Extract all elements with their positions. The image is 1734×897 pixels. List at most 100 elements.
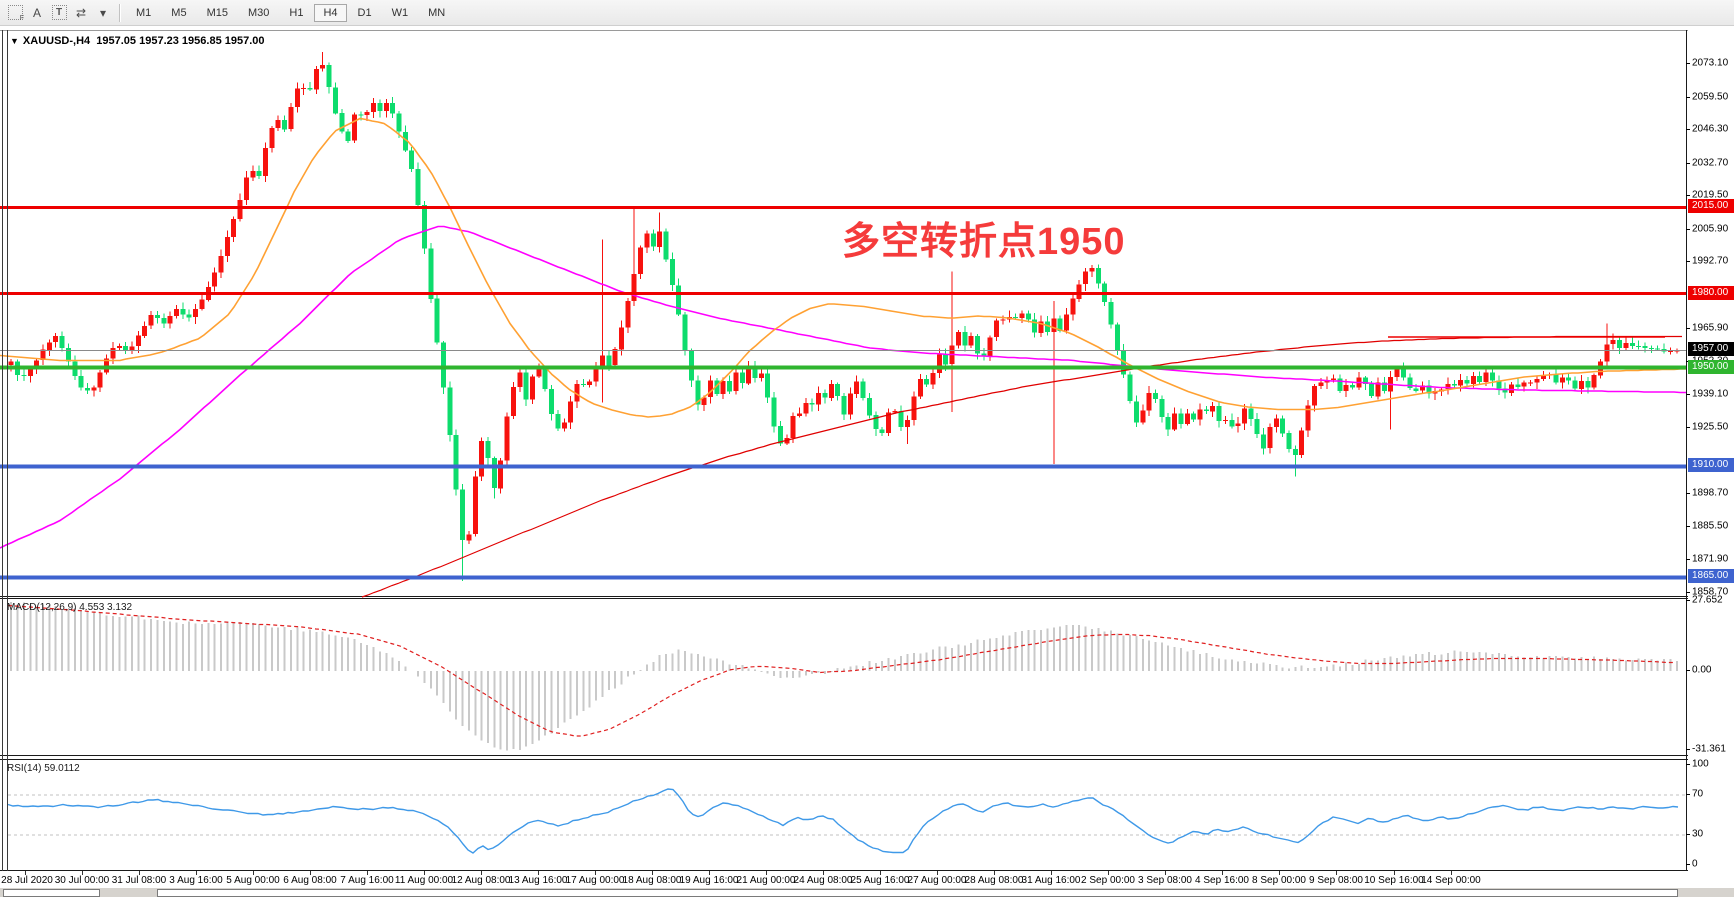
- axis-tick-mark: [1686, 427, 1690, 429]
- time-axis-label: 4 Sep 16:00: [1195, 875, 1249, 886]
- axis-tick-mark: [1686, 559, 1690, 561]
- time-tick-mark: [595, 871, 596, 875]
- time-tick-mark: [1222, 871, 1223, 875]
- axis-tick-mark: [1686, 162, 1690, 164]
- rsi-line: [7, 788, 1679, 854]
- ma-orange: [0, 117, 1686, 418]
- chevron-down-icon[interactable]: ▼: [10, 36, 19, 46]
- price-level-badge: 1957.00: [1688, 342, 1734, 357]
- time-tick-mark: [367, 871, 368, 875]
- axis-tick-mark: [1686, 525, 1690, 527]
- text-label-icon[interactable]: T: [49, 3, 69, 23]
- price-tick-label: 2059.50: [1692, 91, 1729, 103]
- timeframe-button-H4[interactable]: H4: [314, 3, 347, 22]
- price-tick-label: 1885.50: [1692, 520, 1729, 532]
- chart-window: ▼ XAUUSD-,H4 1957.05 1957.23 1956.85 1957…: [0, 26, 1734, 897]
- time-axis-label: 28 Aug 08:00: [964, 875, 1024, 886]
- timeframe-button-M30[interactable]: M30: [247, 6, 270, 19]
- time-tick-mark: [424, 871, 425, 875]
- timeframe-button-M1[interactable]: M1: [136, 6, 152, 19]
- price-tick-label: 2046.30: [1692, 123, 1729, 135]
- axis-tick-mark: [1686, 393, 1690, 395]
- time-axis-label: 24 Aug 08:00: [793, 875, 853, 886]
- time-axis-label: 27 Aug 00:00: [907, 875, 967, 886]
- symbol-quote-line[interactable]: ▼ XAUUSD-,H4 1957.05 1957.23 1956.85 1957…: [10, 35, 265, 47]
- time-tick-mark: [139, 871, 140, 875]
- price-tick-label: 2005.90: [1692, 223, 1729, 235]
- time-axis-label: 3 Sep 08:00: [1138, 875, 1192, 886]
- axis-tick-mark: [1686, 864, 1690, 865]
- price-tick-label: 1965.90: [1692, 322, 1729, 333]
- time-axis-label: 21 Aug 00:00: [736, 875, 796, 886]
- arrows-tool-icon[interactable]: ⇄: [75, 5, 87, 20]
- timeframe-button-MN[interactable]: MN: [428, 6, 446, 19]
- time-axis-label: 17 Aug 00:00: [565, 875, 625, 886]
- axis-tick-mark: [1686, 749, 1690, 751]
- ma-magenta: [0, 225, 1686, 549]
- font-icon[interactable]: A: [32, 5, 41, 20]
- time-tick-mark: [880, 871, 881, 875]
- price-pane[interactable]: [0, 30, 1688, 598]
- docked-window-edge: [157, 889, 1678, 897]
- axis-tick-mark: [1686, 794, 1690, 795]
- time-axis-label: 11 Aug 00:00: [394, 875, 454, 886]
- axis-tick-mark: [1686, 327, 1690, 329]
- price-level-badge: 1865.00: [1688, 569, 1734, 584]
- price-level-badge: 1910.00: [1688, 458, 1734, 473]
- time-axis-label: 19 Aug 16:00: [679, 875, 739, 886]
- toolbar: F A T ⇄ ▾ M1 M5 M15 M30 H1 H4 D1 W1 MN: [0, 0, 1734, 26]
- time-tick-mark: [25, 871, 26, 875]
- time-axis-label: 14 Sep 00:00: [1421, 875, 1481, 886]
- timeframe-buttons: M1 M5 M15 M30 H1 H4 D1 W1 MN: [126, 0, 455, 25]
- time-axis-label: 6 Aug 08:00: [283, 875, 337, 886]
- timeframe-button-M15[interactable]: M15: [206, 6, 228, 19]
- macd-signal-line: [7, 604, 1674, 737]
- time-tick-mark: [994, 871, 995, 875]
- time-axis-label: 8 Sep 00:00: [1252, 875, 1306, 886]
- time-tick-mark: [652, 871, 653, 875]
- time-tick-mark: [253, 871, 254, 875]
- price-axis-line: [1686, 30, 1687, 871]
- rsi-pane[interactable]: [0, 759, 1688, 871]
- rsi-tick-label: 0: [1692, 858, 1698, 870]
- time-tick-mark: [310, 871, 311, 875]
- time-tick-mark: [709, 871, 710, 875]
- time-axis-label: 3 Aug 16:00: [169, 875, 223, 886]
- price-tick-label: 1898.70: [1692, 487, 1729, 499]
- timeframe-button-H1[interactable]: H1: [289, 6, 304, 19]
- timeframe-button-W1[interactable]: W1: [391, 6, 409, 19]
- time-axis-label: 5 Aug 00:00: [226, 875, 280, 886]
- time-axis-label: 25 Aug 16:00: [850, 875, 910, 886]
- price-tick-label: 1939.10: [1692, 388, 1729, 400]
- time-axis-label: 13 Aug 16:00: [508, 875, 568, 886]
- price-tick-label: 1858.70: [1692, 586, 1729, 598]
- time-axis-label: 31 Aug 16:00: [1021, 875, 1081, 886]
- time-tick-mark: [1108, 871, 1109, 875]
- price-tick-label: 2032.70: [1692, 157, 1729, 169]
- candlestick-plot[interactable]: [0, 31, 1688, 598]
- time-tick-mark: [538, 871, 539, 875]
- symbol-name: XAUUSD-,H4: [22, 35, 91, 47]
- macd-tick-label: 0.00: [1692, 664, 1712, 676]
- time-tick-mark: [1451, 871, 1452, 875]
- macd-plot[interactable]: [0, 599, 1688, 755]
- chart-annotation-text: 多空转折点1950: [842, 221, 1126, 263]
- time-tick-mark: [82, 871, 83, 875]
- price-tick-label: 2073.10: [1692, 57, 1729, 69]
- timeframe-button-D1[interactable]: D1: [357, 6, 372, 19]
- bottom-window-strip: [0, 888, 1734, 897]
- timeframe-button-M5[interactable]: M5: [171, 6, 187, 19]
- time-tick-mark: [937, 871, 938, 875]
- time-tick-mark: [1051, 871, 1052, 875]
- chart-grid-icon[interactable]: F: [5, 3, 25, 23]
- axis-tick-mark: [1686, 834, 1690, 835]
- rsi-tick-label: 30: [1692, 828, 1704, 840]
- macd-pane[interactable]: [0, 598, 1688, 756]
- macd-tick-label: -31.361: [1692, 743, 1726, 755]
- time-axis-label: 18 Aug 08:00: [622, 875, 682, 886]
- rsi-tick-label: 100: [1692, 758, 1709, 770]
- dropdown-caret-icon[interactable]: ▾: [99, 5, 107, 20]
- axis-tick-mark: [1686, 764, 1690, 765]
- time-tick-mark: [1165, 871, 1166, 875]
- rsi-plot[interactable]: [0, 760, 1688, 870]
